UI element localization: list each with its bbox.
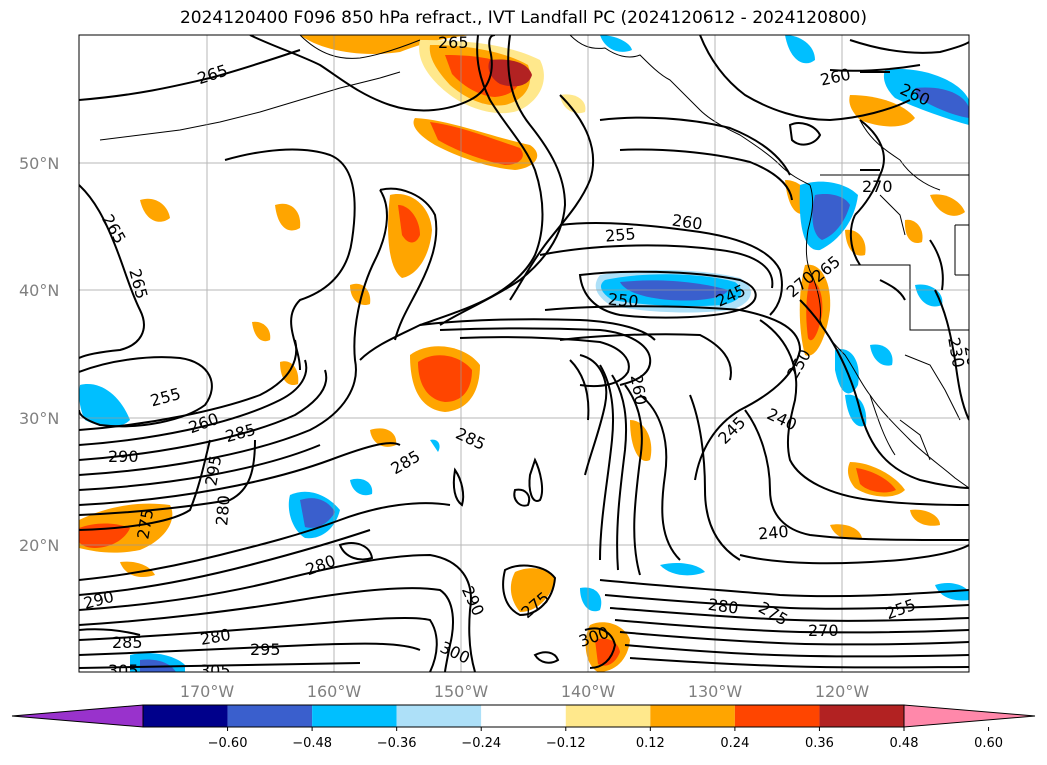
- colorbar-segment: [312, 705, 397, 727]
- lon-label: 170°W: [180, 682, 235, 701]
- latitude-labels: 50°N 40°N 30°N 20°N: [19, 154, 59, 555]
- lon-label: 130°W: [688, 682, 743, 701]
- contour-label: 305: [108, 661, 139, 680]
- colorbar-segment: [650, 705, 735, 727]
- colorbar-segment: [819, 705, 904, 727]
- colorbar-segment: [734, 705, 820, 727]
- positive-anomaly-fills: [79, 35, 965, 672]
- colorbar-tick-label: 0.24: [720, 736, 749, 751]
- colorbar-frame: [142, 704, 905, 728]
- coastlines: [99, 35, 969, 489]
- colorbar-tick-label: 0.36: [805, 736, 834, 751]
- graticule: [79, 35, 969, 672]
- lon-label: 150°W: [434, 682, 489, 701]
- lon-label: 140°W: [561, 682, 616, 701]
- contour-label: 240: [757, 522, 789, 544]
- contour-label: 295: [250, 640, 281, 659]
- colorbar-tick-label: −0.36: [377, 736, 417, 751]
- colorbar-segment: [396, 705, 482, 727]
- map-plot-area: 265 265 265 265 260 260 270 255 260 250 …: [79, 33, 985, 680]
- colorbar-tick-label: −0.60: [208, 736, 248, 751]
- colorbar-tick-label: −0.24: [461, 736, 501, 751]
- contour-label: 270: [862, 177, 893, 196]
- lon-label: 160°W: [307, 682, 362, 701]
- colorbar-segment: [143, 705, 228, 727]
- contour-label: 280: [707, 595, 740, 618]
- colorbar-segment: [565, 705, 651, 727]
- colorbar-tick-label: 0.12: [636, 736, 665, 751]
- refractivity-contours: [79, 35, 969, 672]
- contour-label: 260: [671, 211, 704, 234]
- contour-label: 305: [200, 661, 231, 680]
- contour-label: 260: [961, 344, 985, 377]
- contour-label: 265: [438, 33, 469, 52]
- lat-label: 20°N: [19, 536, 59, 555]
- lat-label: 50°N: [19, 154, 59, 173]
- colorbar-min-extend: [11, 704, 144, 728]
- contour-label: 285: [112, 633, 143, 652]
- colorbar-tick-label: −0.48: [292, 736, 332, 751]
- map-frame: [78, 34, 970, 673]
- colorbar-tick-label: −0.12: [546, 736, 586, 751]
- contour-label: 280: [212, 494, 234, 526]
- colorbar-max-extend: [903, 704, 1036, 728]
- contour-label: 270: [808, 621, 839, 640]
- colorbar: −0.60 −0.48 −0.36 −0.24 −0.12 0.12 0.24 0.36 0.4…: [11, 704, 1036, 751]
- contour-label: 250: [607, 290, 639, 312]
- lat-label: 40°N: [19, 281, 59, 300]
- contour-label: 255: [604, 224, 636, 246]
- colorbar-segment: [481, 705, 566, 727]
- map-title: 2024120400 F096 850 hPa refract., IVT La…: [179, 8, 867, 28]
- longitude-labels: 170°W 160°W 150°W 140°W 130°W 120°W: [180, 682, 870, 701]
- colorbar-segment: [227, 705, 313, 727]
- lon-label: 120°W: [815, 682, 870, 701]
- lat-label: 30°N: [19, 409, 59, 428]
- contour-label: 290: [108, 447, 139, 466]
- colorbar-tick-label: 0.60: [974, 736, 1003, 751]
- colorbar-tick-label: 0.48: [890, 736, 919, 751]
